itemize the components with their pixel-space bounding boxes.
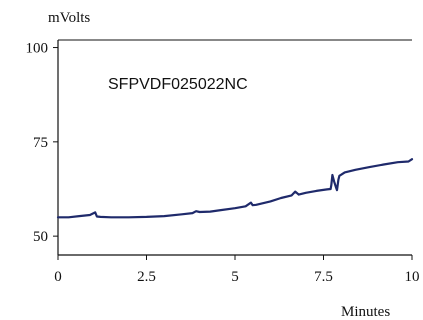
x-axis-label: Minutes — [341, 304, 390, 320]
x-tick-label: 0 — [54, 269, 62, 285]
x-tick-label: 2.5 — [137, 269, 156, 285]
chart-title: SFPVDF025022NC — [108, 76, 248, 93]
axis-tick-labels: 50 75 100 0 2.5 5 7.5 10 — [26, 41, 420, 285]
x-tick-label: 7.5 — [314, 269, 333, 285]
x-tick-label: 10 — [405, 269, 420, 285]
y-tick-label: 75 — [33, 135, 48, 151]
y-tick-label: 50 — [33, 229, 48, 245]
x-tick-label: 5 — [231, 269, 239, 285]
y-tick-label: 100 — [26, 41, 49, 57]
series-line — [56, 158, 414, 219]
axis-ticks — [53, 47, 413, 260]
y-axis-label: mVolts — [48, 10, 90, 26]
axes — [57, 39, 412, 256]
